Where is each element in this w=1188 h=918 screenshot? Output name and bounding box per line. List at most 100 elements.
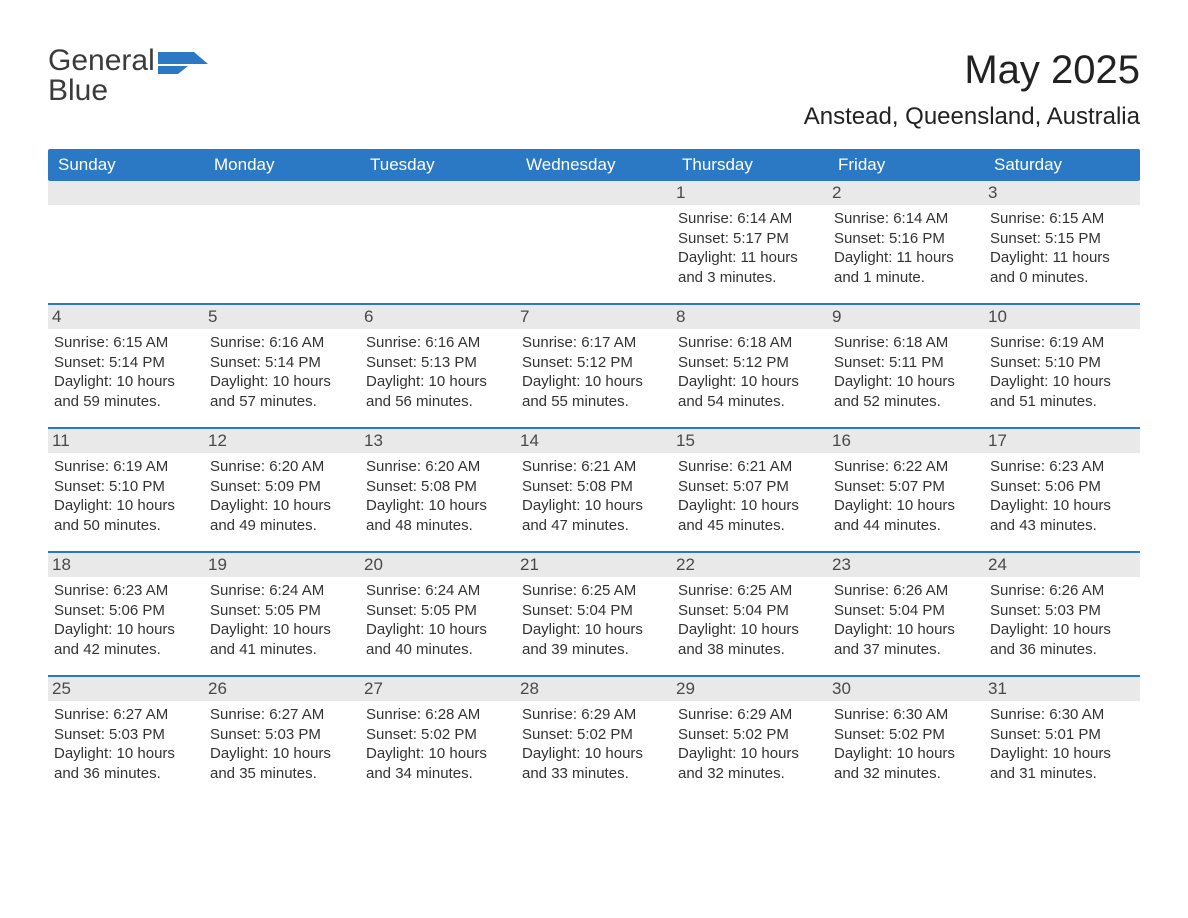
calendar-day: 3Sunrise: 6:15 AMSunset: 5:15 PMDaylight… [984,181,1140,299]
calendar-week: 4Sunrise: 6:15 AMSunset: 5:14 PMDaylight… [48,303,1140,423]
daylight-text: Daylight: 10 hours and 44 minutes. [834,496,978,535]
calendar-day: 30Sunrise: 6:30 AMSunset: 5:02 PMDayligh… [828,677,984,795]
day-details: Sunrise: 6:21 AMSunset: 5:07 PMDaylight:… [678,457,822,535]
day-number [516,181,672,205]
daylight-text: Daylight: 10 hours and 36 minutes. [990,620,1134,659]
day-number [48,181,204,205]
sunset-text: Sunset: 5:06 PM [54,601,198,621]
sunrise-text: Sunrise: 6:30 AM [990,705,1134,725]
day-details: Sunrise: 6:19 AMSunset: 5:10 PMDaylight:… [54,457,198,535]
calendar-day: 16Sunrise: 6:22 AMSunset: 5:07 PMDayligh… [828,429,984,547]
sunrise-text: Sunrise: 6:19 AM [54,457,198,477]
calendar: Sunday Monday Tuesday Wednesday Thursday… [48,149,1140,795]
day-details: Sunrise: 6:21 AMSunset: 5:08 PMDaylight:… [522,457,666,535]
sunset-text: Sunset: 5:12 PM [522,353,666,373]
day-number: 1 [672,181,828,205]
day-number [204,181,360,205]
day-number: 21 [516,553,672,577]
calendar-header: Sunday Monday Tuesday Wednesday Thursday… [48,149,1140,181]
sunrise-text: Sunrise: 6:24 AM [366,581,510,601]
sunrise-text: Sunrise: 6:14 AM [834,209,978,229]
sunset-text: Sunset: 5:12 PM [678,353,822,373]
calendar-day: 9Sunrise: 6:18 AMSunset: 5:11 PMDaylight… [828,305,984,423]
calendar-day: 26Sunrise: 6:27 AMSunset: 5:03 PMDayligh… [204,677,360,795]
logo-text-general: General [48,46,155,76]
calendar-day [516,181,672,299]
sunset-text: Sunset: 5:10 PM [54,477,198,497]
sunset-text: Sunset: 5:04 PM [522,601,666,621]
daylight-text: Daylight: 11 hours and 0 minutes. [990,248,1134,287]
daylight-text: Daylight: 10 hours and 31 minutes. [990,744,1134,783]
calendar-day: 7 Sunrise: 6:17 AMSunset: 5:12 PMDaylight… [516,305,672,423]
calendar-day: 11Sunrise: 6:19 AMSunset: 5:10 PMDayligh… [48,429,204,547]
calendar-week: 18Sunrise: 6:23 AMSunset: 5:06 PMDayligh… [48,551,1140,671]
day-details: Sunrise: 6:26 AMSunset: 5:03 PMDaylight:… [990,581,1134,659]
day-details: Sunrise: 6:17 AMSunset: 5:12 PMDaylight:… [522,333,666,411]
calendar-day: 27Sunrise: 6:28 AMSunset: 5:02 PMDayligh… [360,677,516,795]
flag-icon [158,52,208,76]
calendar-day: 21Sunrise: 6:25 AMSunset: 5:04 PMDayligh… [516,553,672,671]
calendar-day: 1 Sunrise: 6:14 AMSunset: 5:17 PMDaylight… [672,181,828,299]
daylight-text: Daylight: 10 hours and 55 minutes. [522,372,666,411]
sunset-text: Sunset: 5:11 PM [834,353,978,373]
calendar-day: 28Sunrise: 6:29 AMSunset: 5:02 PMDayligh… [516,677,672,795]
day-number: 14 [516,429,672,453]
day-details: Sunrise: 6:20 AMSunset: 5:08 PMDaylight:… [366,457,510,535]
day-details: Sunrise: 6:24 AMSunset: 5:05 PMDaylight:… [210,581,354,659]
daylight-text: Daylight: 10 hours and 41 minutes. [210,620,354,659]
day-details: Sunrise: 6:16 AMSunset: 5:13 PMDaylight:… [366,333,510,411]
calendar-day: 6Sunrise: 6:16 AMSunset: 5:13 PMDaylight… [360,305,516,423]
sunset-text: Sunset: 5:08 PM [522,477,666,497]
day-details: Sunrise: 6:25 AMSunset: 5:04 PMDaylight:… [678,581,822,659]
daylight-text: Daylight: 10 hours and 43 minutes. [990,496,1134,535]
calendar-day: 4Sunrise: 6:15 AMSunset: 5:14 PMDaylight… [48,305,204,423]
day-details: Sunrise: 6:15 AMSunset: 5:14 PMDaylight:… [54,333,198,411]
sunset-text: Sunset: 5:14 PM [54,353,198,373]
day-number: 19 [204,553,360,577]
sunrise-text: Sunrise: 6:26 AM [834,581,978,601]
day-number: 20 [360,553,516,577]
sunset-text: Sunset: 5:06 PM [990,477,1134,497]
calendar-day: 8Sunrise: 6:18 AMSunset: 5:12 PMDaylight… [672,305,828,423]
calendar-week: 11Sunrise: 6:19 AMSunset: 5:10 PMDayligh… [48,427,1140,547]
daylight-text: Daylight: 10 hours and 45 minutes. [678,496,822,535]
day-details: Sunrise: 6:20 AMSunset: 5:09 PMDaylight:… [210,457,354,535]
day-number: 24 [984,553,1140,577]
page-subtitle: Anstead, Queensland, Australia [804,103,1140,131]
daylight-text: Daylight: 10 hours and 57 minutes. [210,372,354,411]
day-number: 15 [672,429,828,453]
daylight-text: Daylight: 10 hours and 51 minutes. [990,372,1134,411]
day-details: Sunrise: 6:30 AMSunset: 5:01 PMDaylight:… [990,705,1134,783]
sunrise-text: Sunrise: 6:15 AM [990,209,1134,229]
sunrise-text: Sunrise: 6:26 AM [990,581,1134,601]
daylight-text: Daylight: 10 hours and 50 minutes. [54,496,198,535]
sunrise-text: Sunrise: 6:29 AM [522,705,666,725]
sunrise-text: Sunrise: 6:23 AM [54,581,198,601]
day-details: Sunrise: 6:16 AMSunset: 5:14 PMDaylight:… [210,333,354,411]
calendar-day: 18Sunrise: 6:23 AMSunset: 5:06 PMDayligh… [48,553,204,671]
sunrise-text: Sunrise: 6:27 AM [54,705,198,725]
day-number: 27 [360,677,516,701]
day-number: 13 [360,429,516,453]
title-block: May 2025 Anstead, Queensland, Australia [804,48,1140,131]
sunset-text: Sunset: 5:10 PM [990,353,1134,373]
calendar-day: 13 Sunrise: 6:20 AMSunset: 5:08 PMDayligh… [360,429,516,547]
daylight-text: Daylight: 10 hours and 40 minutes. [366,620,510,659]
sunrise-text: Sunrise: 6:27 AM [210,705,354,725]
col-tuesday: Tuesday [360,149,516,181]
calendar-day [48,181,204,299]
calendar-body: 1 Sunrise: 6:14 AMSunset: 5:17 PMDaylight… [48,181,1140,795]
day-details: Sunrise: 6:14 AMSunset: 5:17 PMDaylight:… [678,209,822,287]
day-details: Sunrise: 6:18 AMSunset: 5:11 PMDaylight:… [834,333,978,411]
day-number: 12 [204,429,360,453]
calendar-day: 31Sunrise: 6:30 AMSunset: 5:01 PMDayligh… [984,677,1140,795]
col-sunday: Sunday [48,149,204,181]
sunset-text: Sunset: 5:02 PM [678,725,822,745]
daylight-text: Daylight: 11 hours and 1 minute. [834,248,978,287]
day-number: 7 [516,305,672,329]
calendar-week: 25Sunrise: 6:27 AMSunset: 5:03 PMDayligh… [48,675,1140,795]
sunrise-text: Sunrise: 6:19 AM [990,333,1134,353]
sunrise-text: Sunrise: 6:21 AM [522,457,666,477]
sunset-text: Sunset: 5:04 PM [678,601,822,621]
daylight-text: Daylight: 10 hours and 49 minutes. [210,496,354,535]
